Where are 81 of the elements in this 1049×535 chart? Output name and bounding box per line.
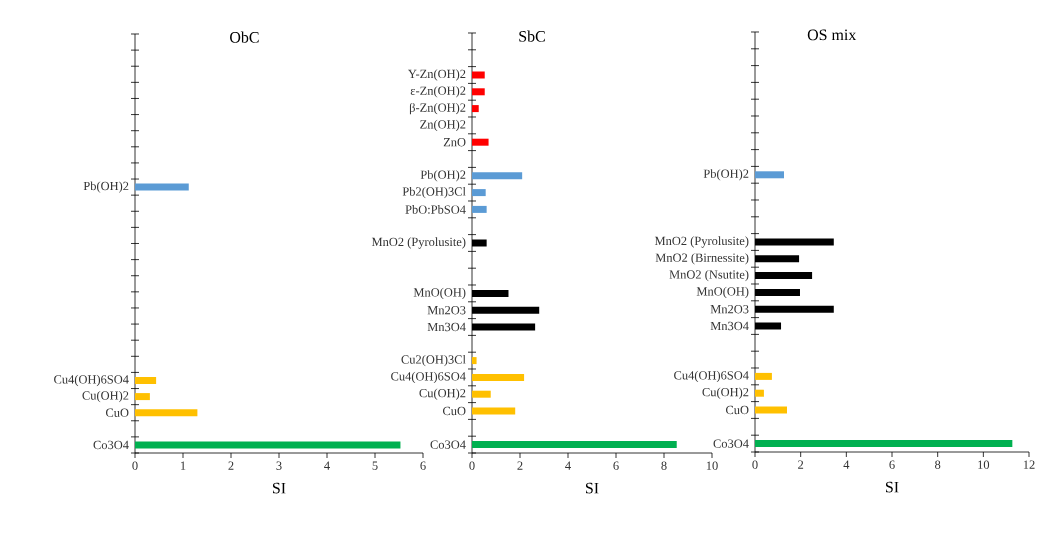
y-tick-label: ε-Zn(OH)2 <box>410 86 466 98</box>
y-tick-label: PbO:PbSO4 <box>405 204 466 214</box>
x-tick-label: 0 <box>132 461 138 470</box>
bar <box>755 406 787 414</box>
bar <box>135 393 150 401</box>
y-tick-label: Pb2(OH)3Cl <box>402 186 466 199</box>
y-tick-label: CuO <box>725 405 749 415</box>
bar <box>472 205 487 213</box>
x-tick-label: 5 <box>372 461 378 470</box>
x-tick-label: 1 <box>180 461 186 470</box>
y-tick-label: Υ-Zn(OH)2 <box>408 69 466 81</box>
x-tick-label: 4 <box>565 461 571 470</box>
y-tick-label: Co3O4 <box>713 439 749 448</box>
x-tick-label: 8 <box>661 461 667 470</box>
y-tick-label: Zn(OH)2 <box>420 119 466 132</box>
y-tick-label: Co3O4 <box>93 440 129 450</box>
y-tick-label: ZnO <box>443 138 466 147</box>
bar <box>472 172 523 180</box>
y-tick-label: Cu4(OH)6SO4 <box>674 370 749 383</box>
y-tick-label: MnO(OH) <box>413 287 466 300</box>
y-tick-label: Cu(OH)2 <box>702 387 749 399</box>
x-tick-label: 6 <box>613 461 619 470</box>
bar <box>135 376 157 384</box>
y-tick-label: Mn3O4 <box>710 321 749 331</box>
y-tick-label: Cu(OH)2 <box>419 388 466 400</box>
x-tick-label: 0 <box>469 461 475 470</box>
chart-title: OS mix <box>807 29 857 41</box>
y-tick-label: CuO <box>442 406 466 416</box>
bar <box>755 389 764 397</box>
bar <box>472 373 525 381</box>
x-axis-title: SI <box>272 482 286 494</box>
x-tick-label: 2 <box>798 460 804 469</box>
bar <box>135 409 198 417</box>
x-tick-label: 0 <box>752 460 758 469</box>
y-tick-label: Cu2(OH)3Cl <box>401 354 466 367</box>
bar <box>755 372 772 380</box>
bar <box>472 357 477 365</box>
bar <box>135 441 401 449</box>
y-tick-label: MnO2 (Pyrolusite) <box>371 237 466 249</box>
x-axis-title: SI <box>585 482 599 494</box>
y-tick-label: Cu(OH)2 <box>82 390 129 403</box>
chart-title: SbC <box>519 30 545 42</box>
x-tick-label: 4 <box>843 460 850 469</box>
y-tick-label: Pb(OH)2 <box>420 170 466 182</box>
x-tick-label: 4 <box>324 461 330 470</box>
bar <box>472 441 677 449</box>
bar <box>472 407 516 415</box>
x-tick-label: 2 <box>517 461 523 470</box>
x-tick-label: 10 <box>706 461 718 470</box>
x-tick-label: 3 <box>276 461 282 470</box>
y-tick-label: Mn2O3 <box>710 305 749 314</box>
y-tick-label: Co3O4 <box>430 440 466 449</box>
bar <box>472 105 479 113</box>
bar <box>472 138 489 146</box>
y-tick-label: β-Zn(OH)2 <box>409 102 466 115</box>
y-tick-label: Pb(OH)2 <box>703 169 749 181</box>
x-axis-title: SI <box>885 481 899 493</box>
chart-title: ObC <box>230 31 259 43</box>
y-tick-label: MnO2 (Pyrolusite) <box>654 236 749 248</box>
x-tick-label: 6 <box>889 460 895 469</box>
x-tick-label: 2 <box>228 461 234 470</box>
bar <box>135 183 189 191</box>
bar <box>472 390 491 398</box>
y-tick-label: Mn2O3 <box>427 306 466 315</box>
x-tick-label: 6 <box>420 461 426 470</box>
bar <box>472 88 485 96</box>
y-tick-label: CuO <box>105 408 129 417</box>
bar <box>755 171 785 179</box>
y-tick-label: Cu4(OH)6SO4 <box>54 374 129 387</box>
x-tick-label: 12 <box>1023 460 1035 469</box>
bar <box>472 189 486 197</box>
y-tick-label: Pb(OH)2 <box>83 181 129 193</box>
y-tick-label: MnO(OH) <box>696 286 749 299</box>
y-tick-label: Cu4(OH)6SO4 <box>391 371 466 384</box>
x-tick-label: 8 <box>935 460 941 469</box>
y-tick-label: MnO2 (Nsutite) <box>669 269 749 282</box>
x-tick-label: 10 <box>978 460 990 469</box>
y-tick-label: MnO2 (Birnessite) <box>655 253 749 265</box>
y-tick-label: Mn3O4 <box>427 322 466 332</box>
bar <box>472 71 485 79</box>
bar <box>755 440 1013 448</box>
